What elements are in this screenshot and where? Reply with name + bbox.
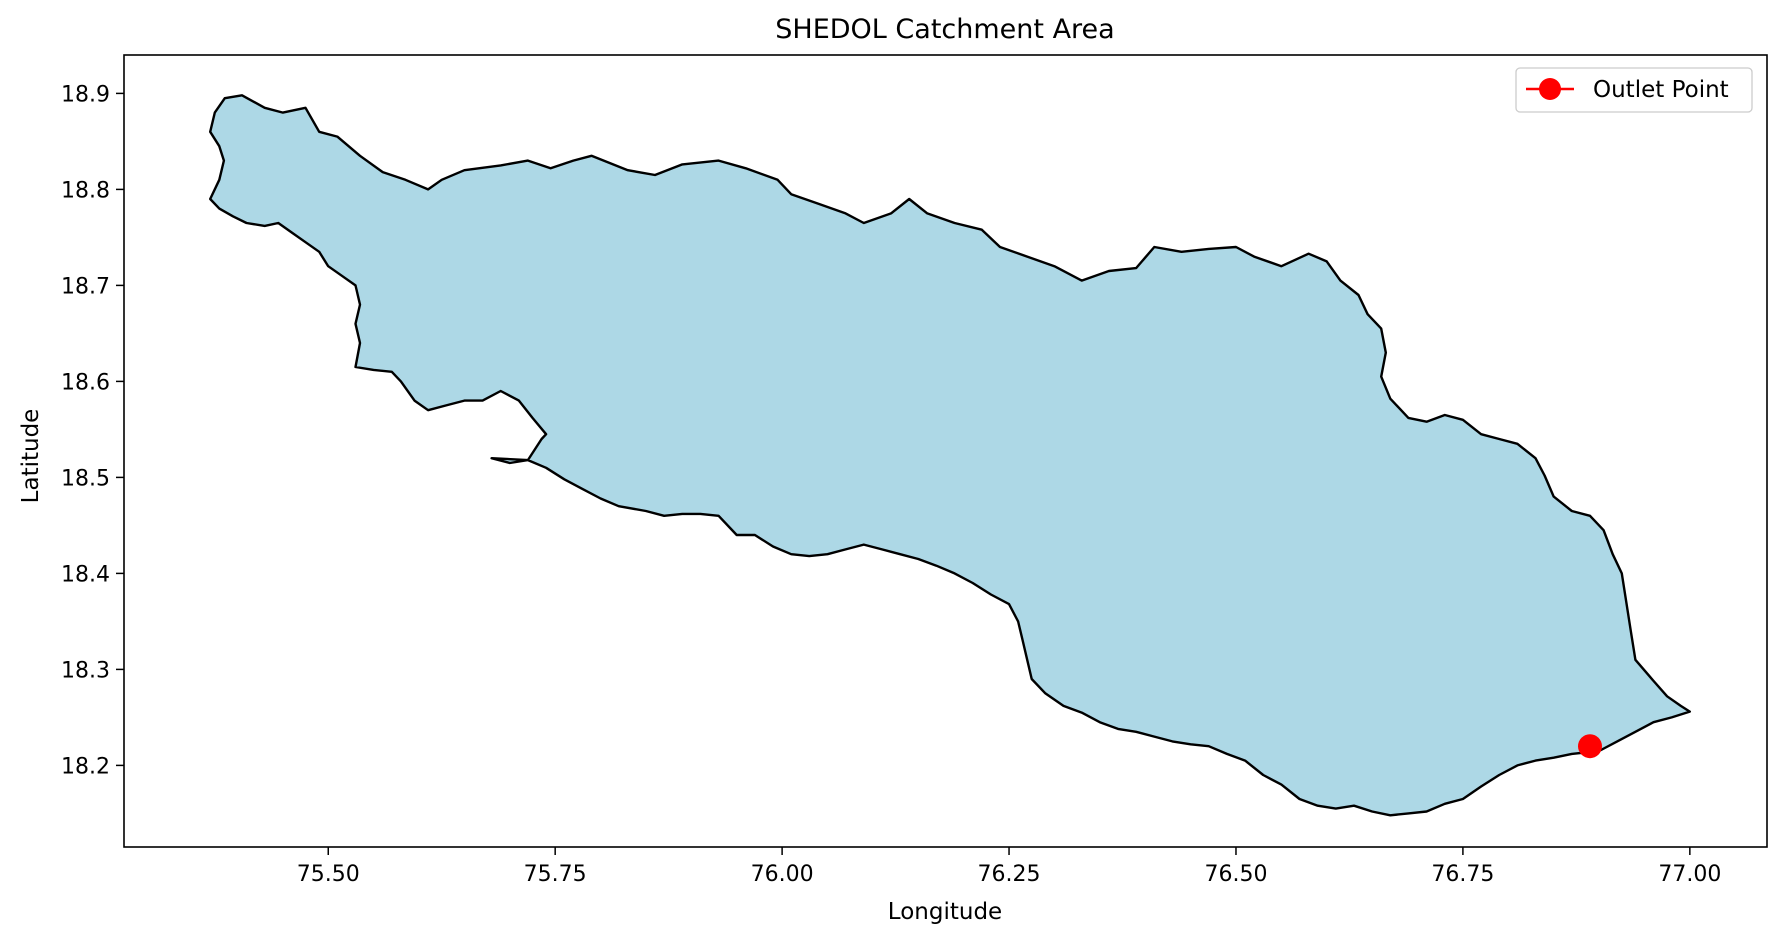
legend: Outlet Point xyxy=(1515,67,1753,113)
x-axis-ticks: 75.50 75.75 76.00 76.25 76.50 76.75 77.00 xyxy=(297,847,1721,887)
y-tick-label: 18.2 xyxy=(61,754,110,779)
catchment-polygon xyxy=(208,94,1692,817)
plot-title: SHEDOL Catchment Area xyxy=(775,14,1114,45)
x-axis-label: Longitude xyxy=(888,899,1002,925)
y-tick-label: 18.9 xyxy=(61,82,110,107)
x-tick-label: 76.00 xyxy=(751,862,814,887)
x-tick-label: 77.00 xyxy=(1658,862,1721,887)
y-tick-label: 18.4 xyxy=(61,562,110,587)
x-tick-label: 76.75 xyxy=(1431,862,1494,887)
outlet-point-marker xyxy=(1577,734,1602,759)
y-axis-label: Latitude xyxy=(18,409,44,504)
x-tick-label: 76.50 xyxy=(1204,862,1267,887)
y-tick-label: 18.8 xyxy=(61,178,110,203)
axes-frame xyxy=(123,54,1768,848)
y-tick-label: 18.5 xyxy=(61,466,110,491)
x-tick-label: 76.25 xyxy=(978,862,1041,887)
x-tick-label: 75.50 xyxy=(297,862,360,887)
legend-box xyxy=(1515,67,1753,113)
y-tick-label: 18.7 xyxy=(61,274,110,299)
plot-area xyxy=(208,94,1692,817)
legend-outlet-marker xyxy=(1539,78,1561,100)
y-tick-label: 18.6 xyxy=(61,370,110,395)
x-tick-label: 75.75 xyxy=(524,862,587,887)
y-axis-ticks: 18.2 18.3 18.4 18.5 18.6 18.7 18.8 18.9 xyxy=(61,82,124,779)
y-tick-label: 18.3 xyxy=(61,658,110,683)
legend-outlet-label: Outlet Point xyxy=(1593,77,1729,103)
